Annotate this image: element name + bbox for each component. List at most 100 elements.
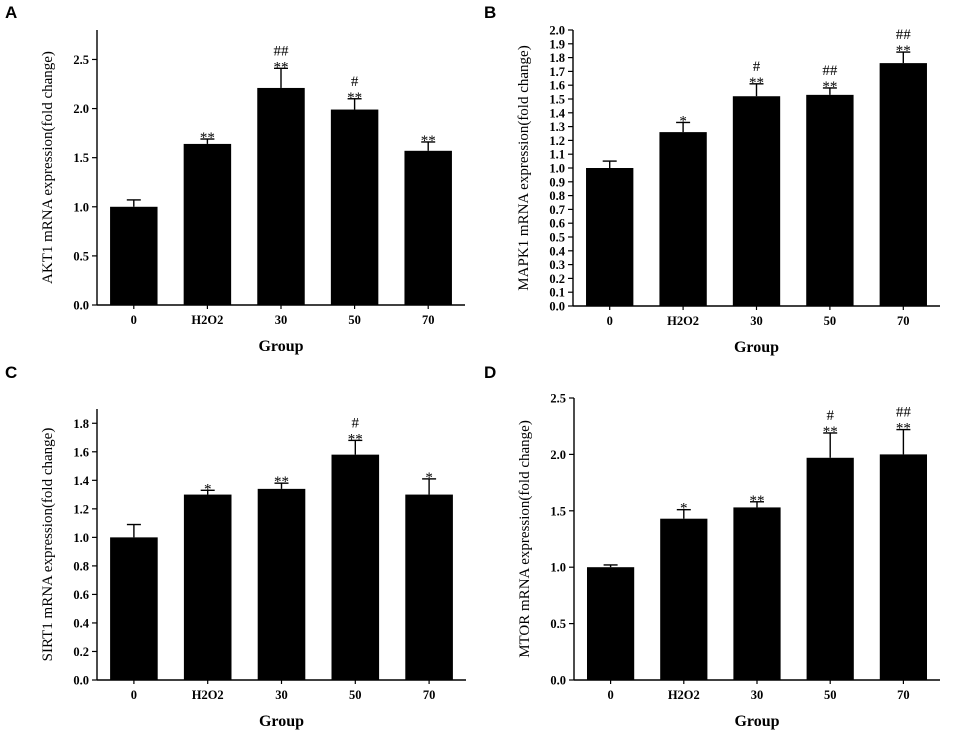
x-tick-label: 0 [607, 688, 613, 702]
x-tick-label: 30 [275, 688, 288, 702]
bar-50 [806, 94, 854, 306]
bar-0 [586, 168, 634, 306]
x-tick-label: H2O2 [192, 688, 224, 702]
y-tick-label: 0.4 [549, 244, 565, 258]
significance-label: * [680, 501, 688, 517]
akt1-bar-chart: 0.00.51.01.52.02.50 H2O2**30**##50**#70**… [40, 30, 465, 355]
y-tick-label: 0.9 [549, 175, 565, 189]
y-axis-title: AKT1 mRNA expression(fold change) [40, 51, 56, 284]
y-tick-label: 1.8 [73, 417, 89, 431]
panel-c: C 0.0 0.2 0.4 0.6 0.8 1.0 1.2 1.4 1.6 1.8 0 H2O2 * 30… [0, 363, 478, 742]
hash-significance-label: # [753, 59, 761, 75]
panel-b: B 0.0 0.1 0.2 0.3 0.4 0.5 0.6 0.7 0.8 0.9 1.0 1.1 1.… [478, 0, 957, 371]
significance-label: * [679, 113, 687, 129]
panel-letter: B [484, 3, 497, 22]
y-tick-label: 2.5 [550, 392, 566, 406]
significance-label: ** [750, 493, 765, 509]
bar-30 [257, 87, 305, 305]
y-tick-label: 1.0 [73, 200, 89, 214]
significance-label: ** [200, 130, 215, 146]
y-tick-label: 0.0 [73, 674, 89, 688]
y-tick-label: 0.5 [549, 231, 565, 245]
panel-d: D 0.0 0.5 1.0 1.5 2.0 2.5 0 H2O2 * 30 ** 50 ** #70 ** #… [478, 363, 957, 742]
x-tick-label: 70 [897, 314, 910, 328]
y-tick-label: 0.6 [549, 217, 565, 231]
y-tick-label: 0.5 [550, 617, 566, 631]
x-axis-title: Group [258, 338, 303, 355]
x-tick-label: 0 [131, 688, 137, 702]
y-tick-label: 2.0 [549, 24, 565, 38]
y-tick-label: 0.2 [549, 272, 565, 286]
y-tick-label: 0.3 [549, 258, 565, 272]
sirt1-bar-chart: 0.00.20.40.60.81.01.21.41.61.80 H2O2*30**… [40, 409, 466, 730]
significance-label: * [204, 481, 212, 497]
x-tick-label: 70 [422, 313, 435, 327]
bar-70 [405, 494, 453, 680]
y-tick-label: 0.8 [73, 559, 89, 573]
hash-significance-label: ## [822, 63, 838, 79]
x-tick-label: 50 [349, 688, 362, 702]
significance-label: ** [347, 90, 362, 106]
panel-a: A 0.0 0.5 1.0 1.5 2.0 2.5 0 H2O2 ** 30 ** ## 50 ** #70… [0, 0, 478, 371]
significance-label: ** [749, 75, 764, 91]
bar-30 [257, 488, 306, 680]
y-tick-label: 1.8 [549, 51, 565, 65]
y-tick-label: 0.4 [73, 616, 89, 630]
mapk1-bar-chart: 0.00.10.20.30.40.50.60.70.80.91.01.11.21… [516, 24, 940, 356]
bar-30 [733, 507, 781, 680]
x-tick-label: 70 [423, 688, 436, 702]
hash-significance-label: ## [896, 405, 912, 421]
x-tick-label: H2O2 [668, 688, 700, 702]
y-tick-label: 2.0 [550, 448, 566, 462]
x-tick-label: 50 [824, 314, 837, 328]
y-tick-label: 1.5 [549, 93, 565, 107]
x-tick-label: 50 [824, 688, 837, 702]
y-tick-label: 0.8 [549, 189, 565, 203]
y-tick-label: 1.3 [549, 120, 565, 134]
y-tick-label: 1.5 [73, 151, 89, 165]
y-tick-label: 1.2 [73, 502, 89, 516]
significance-label: ** [274, 474, 289, 490]
hash-significance-label: # [352, 415, 360, 431]
bar-70 [879, 63, 927, 307]
bar-h2o2 [183, 494, 232, 680]
y-tick-label: 1.7 [549, 65, 565, 79]
x-tick-label: 0 [131, 313, 137, 327]
bar-70 [404, 150, 452, 305]
y-tick-label: 1.0 [550, 561, 566, 575]
y-axis-title: SIRT1 mRNA expression(fold change) [40, 428, 56, 662]
y-tick-label: 1.4 [73, 474, 89, 488]
x-axis-title: Group [259, 713, 304, 730]
x-tick-label: 0 [607, 314, 613, 328]
x-tick-label: 30 [751, 688, 764, 702]
y-tick-label: 2.0 [73, 102, 89, 116]
significance-label: ** [348, 431, 363, 447]
bar-h2o2 [660, 518, 708, 680]
significance-label: * [425, 470, 433, 486]
y-tick-label: 0.2 [73, 645, 89, 659]
y-tick-label: 0.0 [549, 300, 565, 314]
y-tick-label: 1.6 [73, 445, 89, 459]
bar-70 [879, 454, 928, 680]
x-tick-label: 50 [348, 313, 361, 327]
hash-significance-label: ## [274, 43, 290, 59]
x-tick-label: H2O2 [191, 313, 223, 327]
y-tick-label: 1.2 [549, 134, 565, 148]
x-axis-title: Group [734, 713, 779, 730]
significance-label: ** [421, 133, 436, 149]
x-tick-label: 30 [275, 313, 288, 327]
y-tick-label: 0.1 [549, 286, 565, 300]
panel-letter: C [5, 363, 18, 382]
y-tick-label: 1.4 [549, 106, 565, 120]
x-axis-title: Group [734, 339, 779, 356]
y-tick-label: 1.9 [549, 37, 565, 51]
bar-0 [110, 537, 158, 680]
hash-significance-label: ## [896, 27, 912, 43]
y-axis-title: MTOR mRNA expression(fold change) [517, 420, 533, 658]
hash-significance-label: # [826, 408, 834, 424]
y-tick-label: 1.0 [73, 531, 89, 545]
significance-label: ** [822, 79, 837, 95]
y-tick-label: 1.6 [549, 79, 565, 93]
y-tick-label: 0.7 [549, 203, 565, 217]
y-tick-label: 0.6 [73, 588, 89, 602]
